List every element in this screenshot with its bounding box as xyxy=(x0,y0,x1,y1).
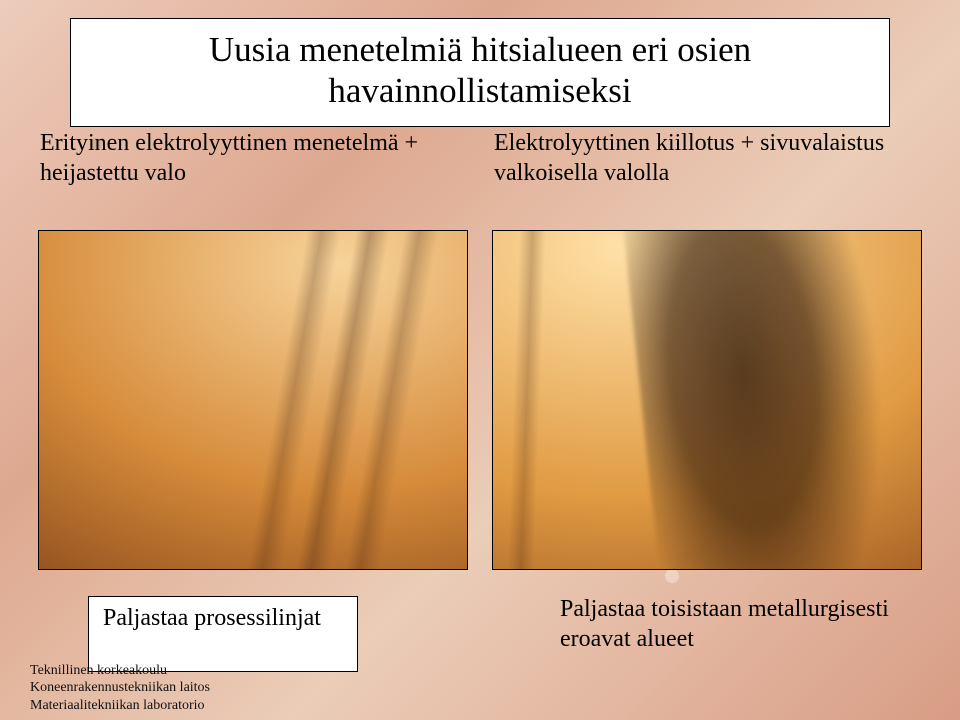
title-box: Uusia menetelmiä hitsialueen eri osien h… xyxy=(70,18,890,127)
footer-line-2: Koneenrakennustekniikan laitos xyxy=(30,679,210,697)
micrograph-left xyxy=(38,230,468,570)
footer-affiliation: Teknillinen korkeakoulu Koneenrakennuste… xyxy=(30,662,210,715)
micrograph-right xyxy=(492,230,922,570)
caption-bottom-right: Paljastaa toisistaan metallurgisesti ero… xyxy=(560,594,920,654)
caption-top-left: Erityinen elektrolyyttinen menetelmä + h… xyxy=(40,128,470,188)
footer-line-1: Teknillinen korkeakoulu xyxy=(30,662,210,680)
slide-title: Uusia menetelmiä hitsialueen eri osien h… xyxy=(101,29,859,112)
footer-line-3: Materiaalitekniikan laboratorio xyxy=(30,697,210,715)
caption-bottom-left: Paljastaa prosessilinjat xyxy=(103,605,321,631)
caption-top-right: Elektrolyyttinen kiillotus + sivuvalaist… xyxy=(494,128,924,188)
